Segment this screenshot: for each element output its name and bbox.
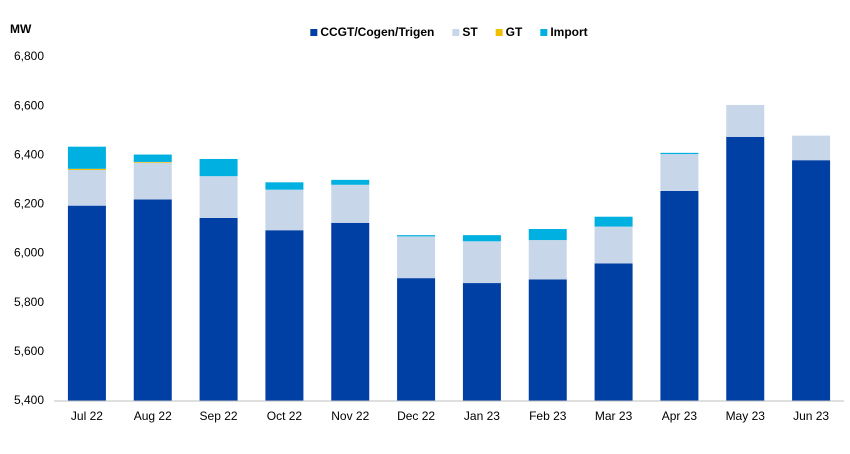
y-tick-label: 6,800	[14, 49, 44, 63]
legend-label: ST	[462, 25, 478, 39]
legend-swatch	[540, 29, 548, 36]
bar-segment	[331, 184, 370, 223]
bar-segment	[199, 158, 238, 177]
x-tick-label: May 23	[726, 409, 766, 423]
bar-segment	[133, 161, 172, 163]
bar-segment	[265, 230, 304, 401]
bar-segment	[528, 279, 567, 401]
bar-segment	[331, 222, 370, 401]
bar-segment	[594, 216, 633, 227]
bar-segment	[331, 179, 370, 185]
bar-segment	[199, 217, 238, 401]
bar-segment	[462, 283, 501, 401]
bar-segment	[397, 235, 436, 237]
x-tick-label: Sep 22	[200, 409, 238, 423]
y-tick-label: 6,400	[14, 147, 44, 161]
x-tick-label: Mar 23	[595, 409, 633, 423]
bar-segment	[265, 189, 304, 231]
bar-segment	[594, 263, 633, 401]
bar-segment	[397, 278, 436, 401]
legend-label: Import	[550, 25, 587, 39]
legend: CCGT/Cogen/Trigen ST GT Import	[310, 25, 588, 39]
legend-label: GT	[506, 25, 523, 39]
legend-label: CCGT/Cogen/Trigen	[320, 25, 434, 39]
bar-segment	[528, 240, 567, 280]
x-tick-label: Dec 22	[397, 409, 435, 423]
bar-segment	[462, 241, 501, 284]
x-tick-label: Feb 23	[529, 409, 567, 423]
bar-segment	[528, 229, 567, 241]
y-axis-label: MW	[10, 22, 32, 36]
bar-segment	[133, 162, 172, 200]
bar-segment	[594, 226, 633, 264]
bar-segment	[67, 170, 106, 206]
bar-segment	[133, 199, 172, 401]
bar-segment	[67, 168, 106, 171]
x-tick-label: Jun 23	[793, 409, 829, 423]
y-tick-label: 6,600	[14, 98, 44, 112]
legend-swatch	[495, 29, 503, 36]
bar-segment	[67, 205, 106, 401]
x-tick-label: Apr 23	[662, 409, 698, 423]
legend-swatch	[310, 29, 318, 36]
bar-segment	[67, 146, 106, 169]
bar-segment	[462, 235, 501, 242]
bar-segment	[726, 104, 765, 137]
y-tick-label: 5,600	[14, 344, 44, 358]
y-tick-label: 6,000	[14, 246, 44, 260]
bar-segment	[792, 135, 831, 161]
y-tick-label: 6,200	[14, 197, 44, 211]
x-tick-label: Jan 23	[464, 409, 500, 423]
bar-segment	[660, 152, 699, 155]
y-tick-label: 5,800	[14, 295, 44, 309]
bar-segment	[397, 236, 436, 279]
bar-segment	[660, 154, 699, 191]
y-tick-label: 5,400	[14, 393, 44, 407]
x-tick-label: Oct 22	[267, 409, 303, 423]
x-tick-label: Jul 22	[71, 409, 103, 423]
bar-segment	[133, 154, 172, 162]
bar-segment	[726, 136, 765, 401]
bar-segment	[792, 160, 831, 401]
legend-swatch	[452, 29, 460, 36]
bar-segment	[265, 182, 304, 190]
x-tick-label: Nov 22	[331, 409, 369, 423]
x-tick-label: Aug 22	[134, 409, 172, 423]
bar-segment	[660, 190, 699, 401]
bar-segment	[199, 176, 238, 218]
